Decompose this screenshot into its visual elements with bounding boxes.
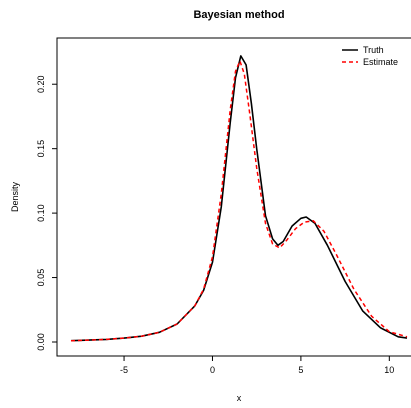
y-axis-label: Density	[10, 181, 20, 212]
legend-label: Truth	[363, 45, 384, 55]
series-line-truth	[70, 55, 408, 342]
x-tick-label: -5	[120, 365, 128, 375]
x-tick-label: 10	[384, 365, 394, 375]
y-axis: 0.00 0.05 0.10 0.15 0.20	[36, 75, 57, 351]
legend-label: Estimate	[363, 57, 398, 67]
y-tick-label: 0.20	[36, 75, 46, 93]
legend: Truth Estimate	[342, 45, 398, 67]
plot-frame	[56, 37, 411, 357]
y-tick-label: 0.15	[36, 140, 46, 158]
series-layer	[70, 55, 408, 342]
x-tick-label: 5	[298, 365, 303, 375]
x-axis: -5 0 5 10	[120, 356, 394, 375]
y-tick-label: 0.05	[36, 269, 46, 287]
x-axis-label: x	[237, 393, 242, 403]
y-tick-label: 0.00	[36, 333, 46, 351]
series-line-estimate	[70, 60, 408, 342]
y-tick-label: 0.10	[36, 204, 46, 222]
chart-title: Bayesian method	[193, 9, 284, 21]
x-tick-label: 0	[210, 365, 215, 375]
